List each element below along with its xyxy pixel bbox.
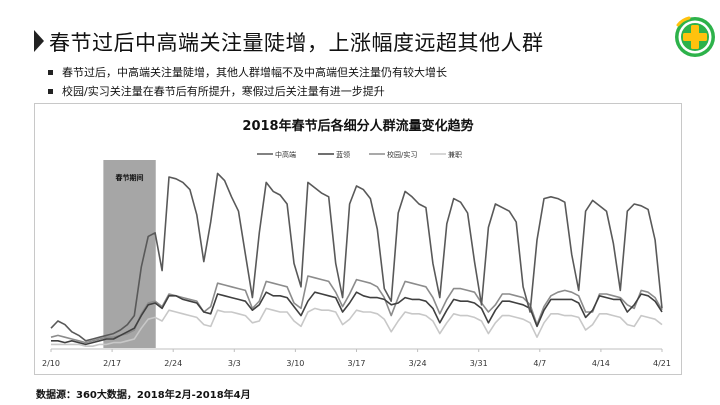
bullet-text: 校园/实习关注量在春节后有所提升，寒假过后关注量有进一步提升 (62, 85, 385, 98)
holiday-band (103, 160, 156, 348)
x-tick-label: 4/14 (592, 359, 610, 368)
bullet-item: 校园/实习关注量在春节后有所提升，寒假过后关注量有进一步提升 (46, 82, 447, 101)
legend-label: 校园/实习 (387, 150, 417, 159)
title-bar: 春节过后中高端关注量陡增，上涨幅度远超其他人群 (0, 0, 720, 60)
series-line (50, 172, 663, 342)
x-tick-label: 3/24 (409, 359, 427, 368)
page-title: 春节过后中高端关注量陡增，上涨幅度远超其他人群 (49, 31, 544, 55)
series-line (51, 307, 663, 347)
legend-label: 兼职 (448, 150, 462, 159)
bullet-list: 春节过后，中高端关注量陡增，其他人群增幅不及中高端但关注量仍有较大增长 校园/实… (46, 63, 447, 101)
bullet-square-icon (48, 89, 53, 94)
legend-label: 蓝领 (336, 150, 350, 159)
x-tick-label: 3/31 (470, 359, 488, 368)
x-tick-label: 3/3 (228, 359, 241, 368)
x-tick-label: 2/24 (164, 359, 182, 368)
x-tick-label: 4/21 (653, 359, 671, 368)
bullet-text: 春节过后，中高端关注量陡增，其他人群增幅不及中高端但关注量仍有较大增长 (62, 66, 447, 79)
series-line (51, 291, 663, 346)
x-tick-label: 3/10 (286, 359, 304, 368)
bullet-square-icon (48, 70, 53, 75)
legend-label: 中高端 (275, 150, 296, 159)
title-arrow-icon (34, 30, 44, 52)
chart-frame: 2018年春节后各细分人群流量变化趋势中高端 蓝领 校园/实习 兼职春节期间 2/10 2… (34, 103, 682, 375)
holiday-band-label: 春节期间 (115, 173, 144, 182)
series-line (50, 275, 663, 344)
x-tick-label: 2/17 (103, 359, 121, 368)
data-source-note: 数据源：360大数据，2018年2月-2018年4月 (36, 390, 251, 401)
360-logo-icon (675, 16, 715, 57)
chart-title: 2018年春节后各细分人群流量变化趋势 (242, 118, 473, 134)
x-tick-label: 4/7 (533, 359, 546, 368)
x-tick-label: 3/17 (348, 359, 366, 368)
bullet-item: 春节过后，中高端关注量陡增，其他人群增幅不及中高端但关注量仍有较大增长 (46, 63, 447, 82)
x-tick-label: 2/10 (42, 359, 60, 368)
